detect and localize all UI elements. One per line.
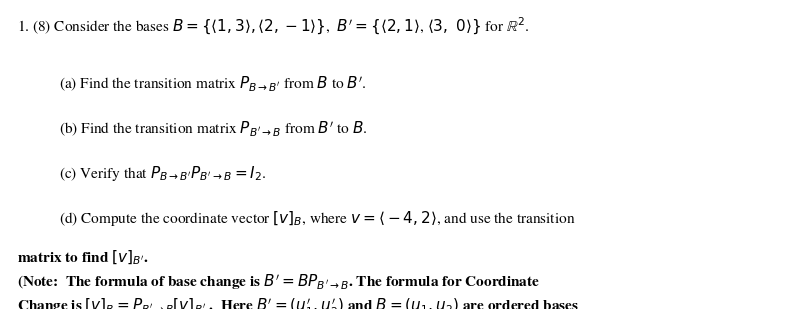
Text: Change is $[v]_B = P_{B^{\prime}\rightarrow B}[v]_{B^{\prime}}$ .  Here $B^{\pri: Change is $[v]_B = P_{B^{\prime}\rightar… (17, 297, 579, 309)
Text: 1. (8) Consider the bases $B = \{\langle 1, 3\rangle, \langle 2, -1\rangle\}$,  : 1. (8) Consider the bases $B = \{\langle… (17, 15, 530, 36)
Text: (c) Verify that $P_{B\rightarrow B^{\prime}}P_{B^{\prime}\rightarrow B} = I_2$.: (c) Verify that $P_{B\rightarrow B^{\pri… (59, 164, 267, 183)
Text: (b) Find the transition matrix $P_{B^{\prime}\rightarrow B}$ from $B^{\prime}$ t: (b) Find the transition matrix $P_{B^{\p… (59, 119, 368, 138)
Text: (d) Compute the coordinate vector $[v]_B$, where $v = \langle -4, 2\rangle$, and: (d) Compute the coordinate vector $[v]_B… (59, 209, 576, 227)
Text: (Note:  The formula of base change is $B^{\prime} = BP_{B^{\prime}\rightarrow B}: (Note: The formula of base change is $B^… (17, 272, 540, 291)
Text: (a) Find the transition matrix $P_{B\rightarrow B^{\prime}}$ from $B$ to $B^{\pr: (a) Find the transition matrix $P_{B\rig… (59, 74, 367, 93)
Text: matrix to find $[v]_{B^{\prime}}$.: matrix to find $[v]_{B^{\prime}}$. (17, 249, 149, 267)
